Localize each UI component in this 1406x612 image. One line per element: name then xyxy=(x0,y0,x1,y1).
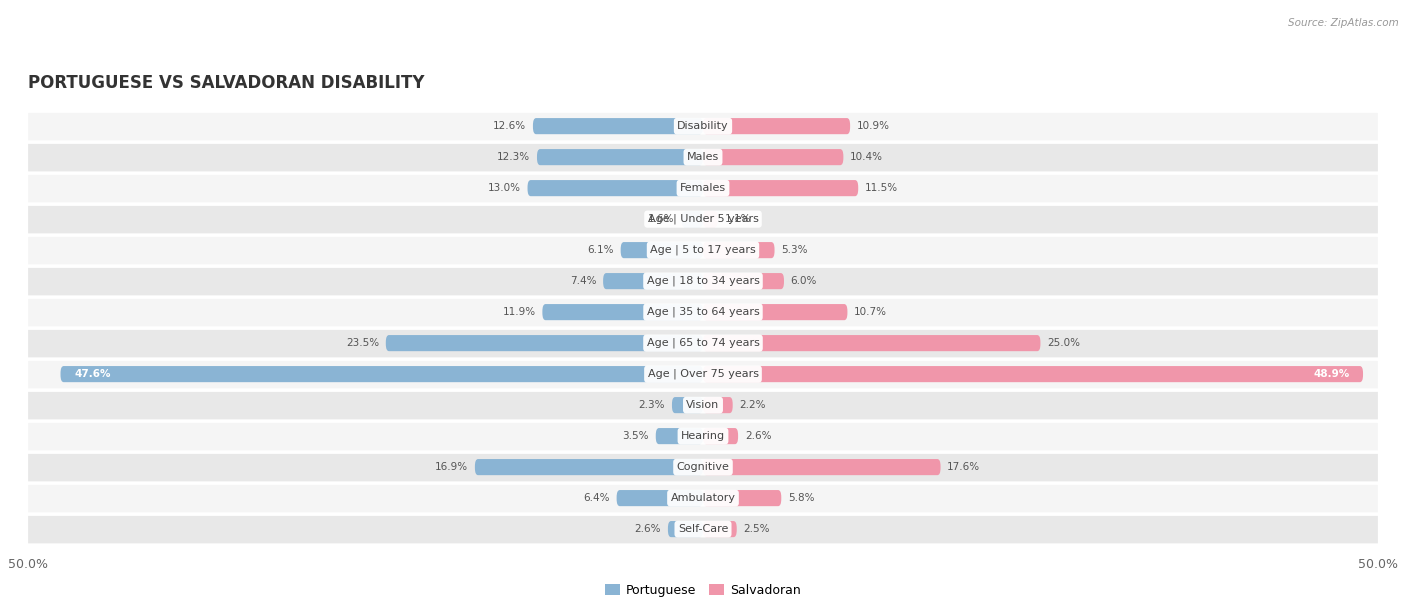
Text: Age | 5 to 17 years: Age | 5 to 17 years xyxy=(650,245,756,255)
FancyBboxPatch shape xyxy=(668,521,703,537)
FancyBboxPatch shape xyxy=(28,174,1378,203)
FancyBboxPatch shape xyxy=(703,273,785,289)
Text: Males: Males xyxy=(688,152,718,162)
FancyBboxPatch shape xyxy=(28,422,1378,450)
Text: 2.6%: 2.6% xyxy=(745,431,772,441)
Text: 10.4%: 10.4% xyxy=(851,152,883,162)
Text: 2.2%: 2.2% xyxy=(740,400,766,410)
FancyBboxPatch shape xyxy=(28,391,1378,419)
Text: 47.6%: 47.6% xyxy=(75,369,111,379)
FancyBboxPatch shape xyxy=(703,397,733,413)
Text: 7.4%: 7.4% xyxy=(569,276,596,286)
FancyBboxPatch shape xyxy=(28,236,1378,264)
FancyBboxPatch shape xyxy=(703,211,718,227)
FancyBboxPatch shape xyxy=(28,360,1378,389)
FancyBboxPatch shape xyxy=(28,484,1378,512)
FancyBboxPatch shape xyxy=(28,298,1378,326)
FancyBboxPatch shape xyxy=(527,180,703,196)
FancyBboxPatch shape xyxy=(28,453,1378,482)
FancyBboxPatch shape xyxy=(703,366,1362,382)
Text: 12.3%: 12.3% xyxy=(498,152,530,162)
FancyBboxPatch shape xyxy=(60,366,703,382)
FancyBboxPatch shape xyxy=(533,118,703,134)
Text: Self-Care: Self-Care xyxy=(678,524,728,534)
Text: 6.4%: 6.4% xyxy=(583,493,610,503)
Text: 6.0%: 6.0% xyxy=(790,276,817,286)
Text: 48.9%: 48.9% xyxy=(1313,369,1350,379)
FancyBboxPatch shape xyxy=(28,329,1378,357)
Legend: Portuguese, Salvadoran: Portuguese, Salvadoran xyxy=(600,579,806,602)
Text: Females: Females xyxy=(681,183,725,193)
Text: 3.5%: 3.5% xyxy=(623,431,650,441)
Text: 5.8%: 5.8% xyxy=(787,493,814,503)
Text: 13.0%: 13.0% xyxy=(488,183,520,193)
Text: Vision: Vision xyxy=(686,400,720,410)
Text: 1.1%: 1.1% xyxy=(724,214,751,224)
FancyBboxPatch shape xyxy=(672,397,703,413)
Text: 6.1%: 6.1% xyxy=(588,245,614,255)
Text: 25.0%: 25.0% xyxy=(1047,338,1080,348)
FancyBboxPatch shape xyxy=(703,335,1040,351)
FancyBboxPatch shape xyxy=(28,267,1378,296)
Text: 17.6%: 17.6% xyxy=(948,462,980,472)
Text: 23.5%: 23.5% xyxy=(346,338,380,348)
Text: PORTUGUESE VS SALVADORAN DISABILITY: PORTUGUESE VS SALVADORAN DISABILITY xyxy=(28,74,425,92)
FancyBboxPatch shape xyxy=(703,428,738,444)
FancyBboxPatch shape xyxy=(703,304,848,320)
FancyBboxPatch shape xyxy=(28,112,1378,140)
Text: Hearing: Hearing xyxy=(681,431,725,441)
FancyBboxPatch shape xyxy=(703,521,737,537)
Text: Age | 18 to 34 years: Age | 18 to 34 years xyxy=(647,276,759,286)
FancyBboxPatch shape xyxy=(28,205,1378,233)
FancyBboxPatch shape xyxy=(703,149,844,165)
FancyBboxPatch shape xyxy=(620,242,703,258)
Text: 16.9%: 16.9% xyxy=(434,462,468,472)
FancyBboxPatch shape xyxy=(603,273,703,289)
FancyBboxPatch shape xyxy=(537,149,703,165)
FancyBboxPatch shape xyxy=(703,180,858,196)
Text: 10.9%: 10.9% xyxy=(856,121,890,131)
Text: Source: ZipAtlas.com: Source: ZipAtlas.com xyxy=(1288,18,1399,28)
Text: 11.9%: 11.9% xyxy=(502,307,536,317)
FancyBboxPatch shape xyxy=(28,143,1378,171)
Text: 10.7%: 10.7% xyxy=(855,307,887,317)
Text: Age | Over 75 years: Age | Over 75 years xyxy=(648,369,758,379)
FancyBboxPatch shape xyxy=(543,304,703,320)
FancyBboxPatch shape xyxy=(617,490,703,506)
FancyBboxPatch shape xyxy=(682,211,703,227)
FancyBboxPatch shape xyxy=(703,459,941,475)
Text: 2.3%: 2.3% xyxy=(638,400,665,410)
Text: 1.6%: 1.6% xyxy=(648,214,675,224)
Text: 2.5%: 2.5% xyxy=(744,524,770,534)
Text: Age | Under 5 years: Age | Under 5 years xyxy=(648,214,758,225)
Text: Age | 35 to 64 years: Age | 35 to 64 years xyxy=(647,307,759,318)
Text: Ambulatory: Ambulatory xyxy=(671,493,735,503)
FancyBboxPatch shape xyxy=(385,335,703,351)
Text: 11.5%: 11.5% xyxy=(865,183,898,193)
FancyBboxPatch shape xyxy=(655,428,703,444)
Text: Age | Over 75 years: Age | Over 75 years xyxy=(648,369,758,379)
FancyBboxPatch shape xyxy=(28,515,1378,543)
FancyBboxPatch shape xyxy=(703,242,775,258)
Text: 2.6%: 2.6% xyxy=(634,524,661,534)
Text: 5.3%: 5.3% xyxy=(782,245,808,255)
Text: Age | 65 to 74 years: Age | 65 to 74 years xyxy=(647,338,759,348)
FancyBboxPatch shape xyxy=(703,490,782,506)
Text: Disability: Disability xyxy=(678,121,728,131)
FancyBboxPatch shape xyxy=(703,118,851,134)
Text: Cognitive: Cognitive xyxy=(676,462,730,472)
Text: 12.6%: 12.6% xyxy=(494,121,526,131)
FancyBboxPatch shape xyxy=(475,459,703,475)
